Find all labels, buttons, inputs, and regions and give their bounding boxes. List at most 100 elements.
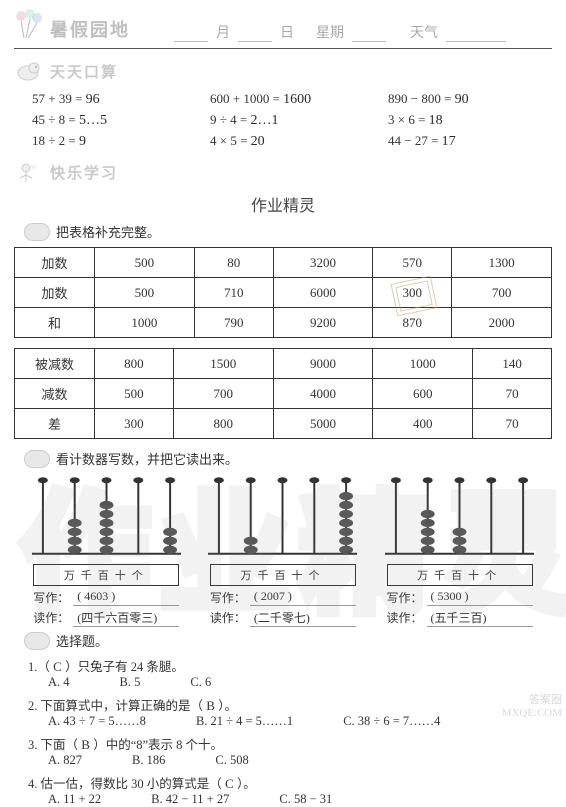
table-row: 加数5008032005701300 <box>15 248 552 278</box>
table-row: 和100079092008702000 <box>15 308 552 338</box>
mcq-stem: 1.（ C ）只兔子有 24 条腿。 <box>28 656 544 675</box>
arith-answer: 1600 <box>283 92 311 107</box>
row-label: 加数 <box>15 278 95 308</box>
table-cell: 1000 <box>373 349 473 379</box>
write-value: ( 2007 ) <box>250 589 356 606</box>
table-cell: 1300 <box>452 248 552 278</box>
mcq-option: A. 4 <box>48 675 70 690</box>
table-cell: 1000 <box>95 308 195 338</box>
task2-header: 看计数器写数，并把它读出来。 <box>24 449 552 468</box>
page-title: 暑假园地 <box>50 16 130 42</box>
table-cell: 500 <box>95 248 195 278</box>
section-learn-title: 快乐学习 <box>50 162 118 183</box>
write-value: ( 5300 ) <box>427 589 533 606</box>
table-cell: 6000 <box>273 278 373 308</box>
mcq-item: 3. 下面（ B ）中的“8”表示 8 个十。A. 827B. 186C. 50… <box>28 734 544 768</box>
arith-answer: 90 <box>455 92 469 107</box>
arith-item: 3 × 6 = 18 <box>388 112 542 129</box>
section-arith-header: 天天口算 <box>14 59 552 83</box>
write-label: 写作： <box>33 589 69 606</box>
table-cell: 3200 <box>273 248 373 278</box>
mcq-option: B. 186 <box>132 753 165 768</box>
table-row: 加数5007106000300700 <box>15 278 552 308</box>
arith-expr: 890 − 800 = <box>388 91 451 106</box>
table-cell: 790 <box>194 308 273 338</box>
table-cell: 500 <box>95 379 174 409</box>
day-label: 日 <box>280 22 294 42</box>
table-cell: 400 <box>373 409 473 439</box>
table-cell: 4000 <box>273 379 373 409</box>
mcq-option: A. 43 ÷ 7 = 5……8 <box>48 714 146 729</box>
arith-answer: 96 <box>86 92 100 107</box>
table-row: 减数500700400060070 <box>15 379 552 409</box>
task2-title: 看计数器写数，并把它读出来。 <box>56 449 238 468</box>
weekday-label: 星期 <box>316 22 344 42</box>
table-cell: 570 <box>373 248 452 278</box>
table-cell: 5000 <box>273 409 373 439</box>
arith-expr: 4 × 5 = <box>210 133 247 148</box>
blank-day <box>238 28 272 42</box>
mcq-answer: B <box>203 698 218 713</box>
table-row: 被减数800150090001000140 <box>15 349 552 379</box>
arith-item: 890 − 800 = 90 <box>388 91 542 108</box>
duck-icon <box>14 59 44 83</box>
abacus: 万千百十个写作：( 4603 )读作：(四千六百零三) <box>27 474 186 627</box>
mcq-answer: C <box>50 659 65 674</box>
read-label: 读作： <box>210 609 246 627</box>
read-label: 读作： <box>33 609 69 627</box>
task1-header: 把表格补充完整。 <box>24 222 552 241</box>
arithmetic-grid: 57 + 39 = 96 600 + 1000 = 1600 890 − 800 =… <box>32 91 542 150</box>
mcq-option: C. 38 ÷ 6 = 7……4 <box>343 714 440 729</box>
arith-item: 600 + 1000 = 1600 <box>210 91 364 108</box>
mcq-options: A. 43 ÷ 7 = 5……8B. 21 ÷ 4 = 5……1C. 38 ÷ … <box>48 714 544 729</box>
mcq-options: A. 11 + 22 B. 42 − 11 + 27 C. 58 − 31 <box>48 792 544 807</box>
mcq-option: B. 42 − 11 + 27 <box>151 792 229 807</box>
read-label: 读作： <box>387 609 423 627</box>
month-label: 月 <box>216 22 230 42</box>
balloons-icon <box>14 8 44 42</box>
row-label: 被减数 <box>15 349 95 379</box>
mcq-item: 4. 估一估，得数比 30 小的算式是（ C ）。A. 11 + 22 B. 42… <box>28 773 544 807</box>
arith-answer: 18 <box>429 113 443 128</box>
blank-weather <box>446 28 506 42</box>
abacus: 万千百十个写作：( 2007 )读作：(二千零七) <box>203 474 362 627</box>
mcq-item: 1.（ C ）只兔子有 24 条腿。A. 4B. 5C. 6 <box>28 656 544 690</box>
arith-answer: 17 <box>442 134 456 149</box>
table-cell: 600 <box>373 379 473 409</box>
mcq-option: A. 827 <box>48 753 82 768</box>
mcq-option: C. 58 − 31 <box>279 792 332 807</box>
row-label: 和 <box>15 308 95 338</box>
read-value: (五千三百) <box>427 609 533 627</box>
multiple-choice-block: 1.（ C ）只兔子有 24 条腿。A. 4B. 5C. 6 2. 下面算式中，计… <box>28 656 544 807</box>
mcq-stem: 2. 下面算式中，计算正确的是（ B ）。 <box>28 695 544 714</box>
arith-expr: 600 + 1000 = <box>210 91 280 106</box>
arith-item: 45 ÷ 8 = 5…5 <box>32 112 186 129</box>
place-labels: 万千百十个 <box>210 564 356 586</box>
task2-pill-icon <box>24 450 50 468</box>
table-cell: 710 <box>194 278 273 308</box>
arith-answer: 9 <box>79 134 86 149</box>
task1-pill-icon <box>24 223 50 241</box>
table-cell: 9000 <box>273 349 373 379</box>
write-value: ( 4603 ) <box>73 589 179 606</box>
arith-expr: 57 + 39 = <box>32 91 82 106</box>
mcq-answer: C <box>222 776 237 791</box>
write-label: 写作： <box>210 589 246 606</box>
row-label: 减数 <box>15 379 95 409</box>
read-value: (二千零七) <box>250 609 356 627</box>
mcq-option: A. 11 + 22 <box>48 792 101 807</box>
place-labels: 万千百十个 <box>387 564 533 586</box>
arith-answer: 20 <box>251 134 265 149</box>
row-label: 差 <box>15 409 95 439</box>
arith-expr: 45 ÷ 8 = <box>32 112 76 127</box>
mcq-stem: 4. 估一估，得数比 30 小的算式是（ C ）。 <box>28 773 544 792</box>
abacus: 万千百十个写作：( 5300 )读作：(五千三百) <box>380 474 539 627</box>
mcq-options: A. 827B. 186C. 508 <box>48 753 544 768</box>
table-cell: 140 <box>473 349 552 379</box>
abacus-row: 万千百十个写作：( 4603 )读作：(四千六百零三)万千百十个写作：( 200… <box>18 474 548 627</box>
arith-answer: 2…1 <box>250 113 278 128</box>
table-cell: 700 <box>173 379 273 409</box>
table-cell: 500 <box>95 278 195 308</box>
table-cell: 1500 <box>173 349 273 379</box>
table-cell: 80 <box>194 248 273 278</box>
